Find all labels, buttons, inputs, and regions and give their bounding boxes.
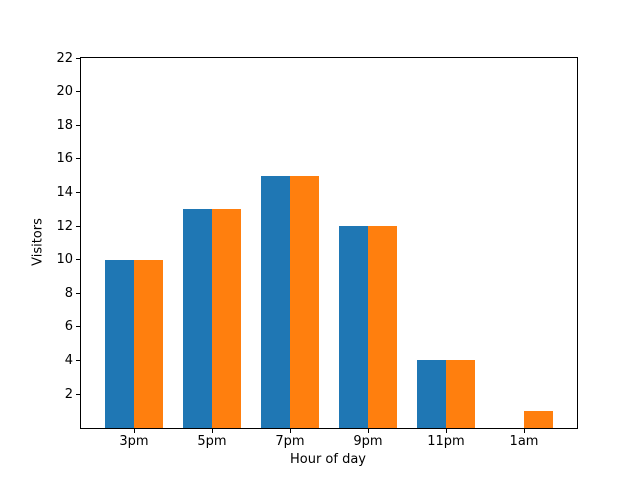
y-tick-label: 12 [56, 218, 73, 234]
bar-series-blue-9pm [339, 226, 368, 428]
y-tick [76, 158, 80, 160]
y-tick [76, 259, 80, 261]
y-tick [76, 292, 80, 294]
x-tick-label: 11pm [427, 433, 465, 449]
y-tick [76, 326, 80, 328]
bar-series-orange-5pm [212, 209, 241, 428]
bar-series-blue-11pm [417, 360, 446, 428]
y-tick-label: 8 [64, 285, 73, 301]
plot-area: 2 4 6 8 10 12 14 16 18 20 22 3pm 5pm 7pm 9pm 11pm 1am [56, 51, 578, 449]
x-tick [133, 429, 135, 433]
x-tick [523, 429, 525, 433]
bar-series-orange-9pm [368, 226, 397, 428]
bar-series-blue-5pm [183, 209, 212, 428]
y-tick [76, 57, 80, 59]
y-tick-label: 20 [56, 84, 73, 100]
y-tick-label: 18 [56, 117, 73, 133]
x-tick [445, 429, 447, 433]
y-tick-label: 4 [64, 352, 73, 368]
bar-series-orange-11pm [446, 360, 475, 428]
y-tick-label: 14 [56, 184, 73, 200]
y-tick [76, 225, 80, 227]
y-tick-label: 2 [64, 386, 73, 402]
x-tick [211, 429, 213, 433]
y-tick [76, 191, 80, 193]
x-tick-label: 7pm [275, 433, 305, 449]
y-tick [76, 393, 80, 395]
x-tick-label: 5pm [197, 433, 227, 449]
y-tick [76, 91, 80, 93]
bar-series-orange-7pm [290, 175, 319, 428]
x-tick-label: 3pm [119, 433, 149, 449]
y-axis-label: Visitors [30, 218, 46, 266]
y-tick [76, 359, 80, 361]
y-tick-label: 22 [56, 50, 73, 66]
bar-series-blue-3pm [105, 259, 134, 428]
bar-series-blue-7pm [261, 175, 290, 428]
y-tick-label: 16 [56, 151, 73, 167]
x-tick [289, 429, 291, 433]
y-tick-label: 10 [56, 252, 73, 268]
y-tick-label: 6 [64, 319, 73, 335]
bar-series-orange-3pm [134, 259, 163, 428]
x-tick-label: 1am [509, 433, 539, 449]
bar-series-orange-1am [524, 410, 553, 428]
x-axis-label: Hour of day [289, 452, 367, 467]
y-tick [76, 124, 80, 126]
x-tick-label: 9pm [353, 433, 383, 449]
x-tick [367, 429, 369, 433]
